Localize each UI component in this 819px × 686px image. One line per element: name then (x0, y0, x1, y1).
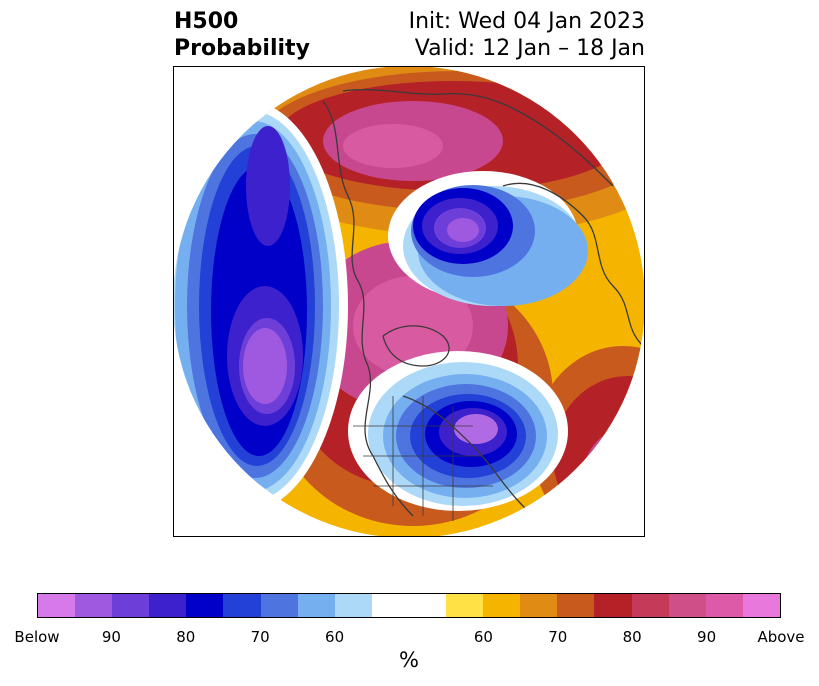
polar-low-purple (447, 218, 479, 242)
colorbar-swatch (557, 594, 595, 617)
probability-map (173, 66, 645, 537)
colorbar-tick-label: 80 (176, 628, 196, 646)
init-date: Init: Wed 04 Jan 2023 (408, 9, 645, 34)
colorbar-swatch (186, 594, 224, 617)
colorbar-swatch (149, 594, 187, 617)
colorbar-swatch (668, 594, 706, 617)
colorbar-swatch (371, 594, 409, 617)
colorbar-tick-label: Above (757, 628, 805, 646)
colorbar-unit: % (399, 648, 419, 672)
colorbar-swatch (334, 594, 372, 617)
colorbar-swatch (297, 594, 335, 617)
colorbar-tick-label: 80 (622, 628, 642, 646)
map-svg (173, 66, 645, 537)
colorbar-swatch (112, 594, 150, 617)
se-low-purple (454, 414, 498, 444)
coastline-east (502, 182, 644, 347)
north-magenta-core (343, 124, 443, 168)
colorbar-tick-label: 60 (473, 628, 493, 646)
west-trough-north-core (246, 126, 290, 246)
colorbar-tick-label: 60 (325, 628, 345, 646)
colorbar-swatch (705, 594, 743, 617)
colorbar-swatch (446, 594, 484, 617)
colorbar-swatch (742, 594, 780, 617)
colorbar-swatch (594, 594, 632, 617)
coastline-north (342, 88, 614, 187)
colorbar-tick-label: Below (14, 628, 60, 646)
colorbar-swatch (631, 594, 669, 617)
map-title: H500 Probability (174, 8, 310, 62)
date-info: Init: Wed 04 Jan 2023 Valid: 12 Jan – 18… (409, 8, 645, 62)
map-border (173, 66, 645, 537)
title-line-2: Probability (174, 36, 310, 61)
coastlines (322, 88, 644, 537)
colorbar-swatch (75, 594, 113, 617)
anomaly-field (173, 66, 645, 537)
colorbar-swatch (520, 594, 558, 617)
title-line-1: H500 (174, 9, 239, 34)
colorbar-tick-label: 90 (101, 628, 121, 646)
colorbar-tick-label: 70 (250, 628, 270, 646)
colorbar-swatch (38, 594, 76, 617)
west-trough-purple (243, 328, 287, 404)
state-borders-vertical (392, 396, 454, 521)
colorbar-swatch (483, 594, 521, 617)
colorbar (37, 593, 781, 618)
colorbar-swatch (408, 594, 447, 617)
colorbar-tick-label: 90 (697, 628, 717, 646)
coastline-bay (382, 325, 450, 367)
colorbar-tick-label: 70 (548, 628, 568, 646)
colorbar-swatch (223, 594, 261, 617)
colorbar-swatch (260, 594, 298, 617)
valid-range: Valid: 12 Jan – 18 Jan (414, 36, 645, 61)
